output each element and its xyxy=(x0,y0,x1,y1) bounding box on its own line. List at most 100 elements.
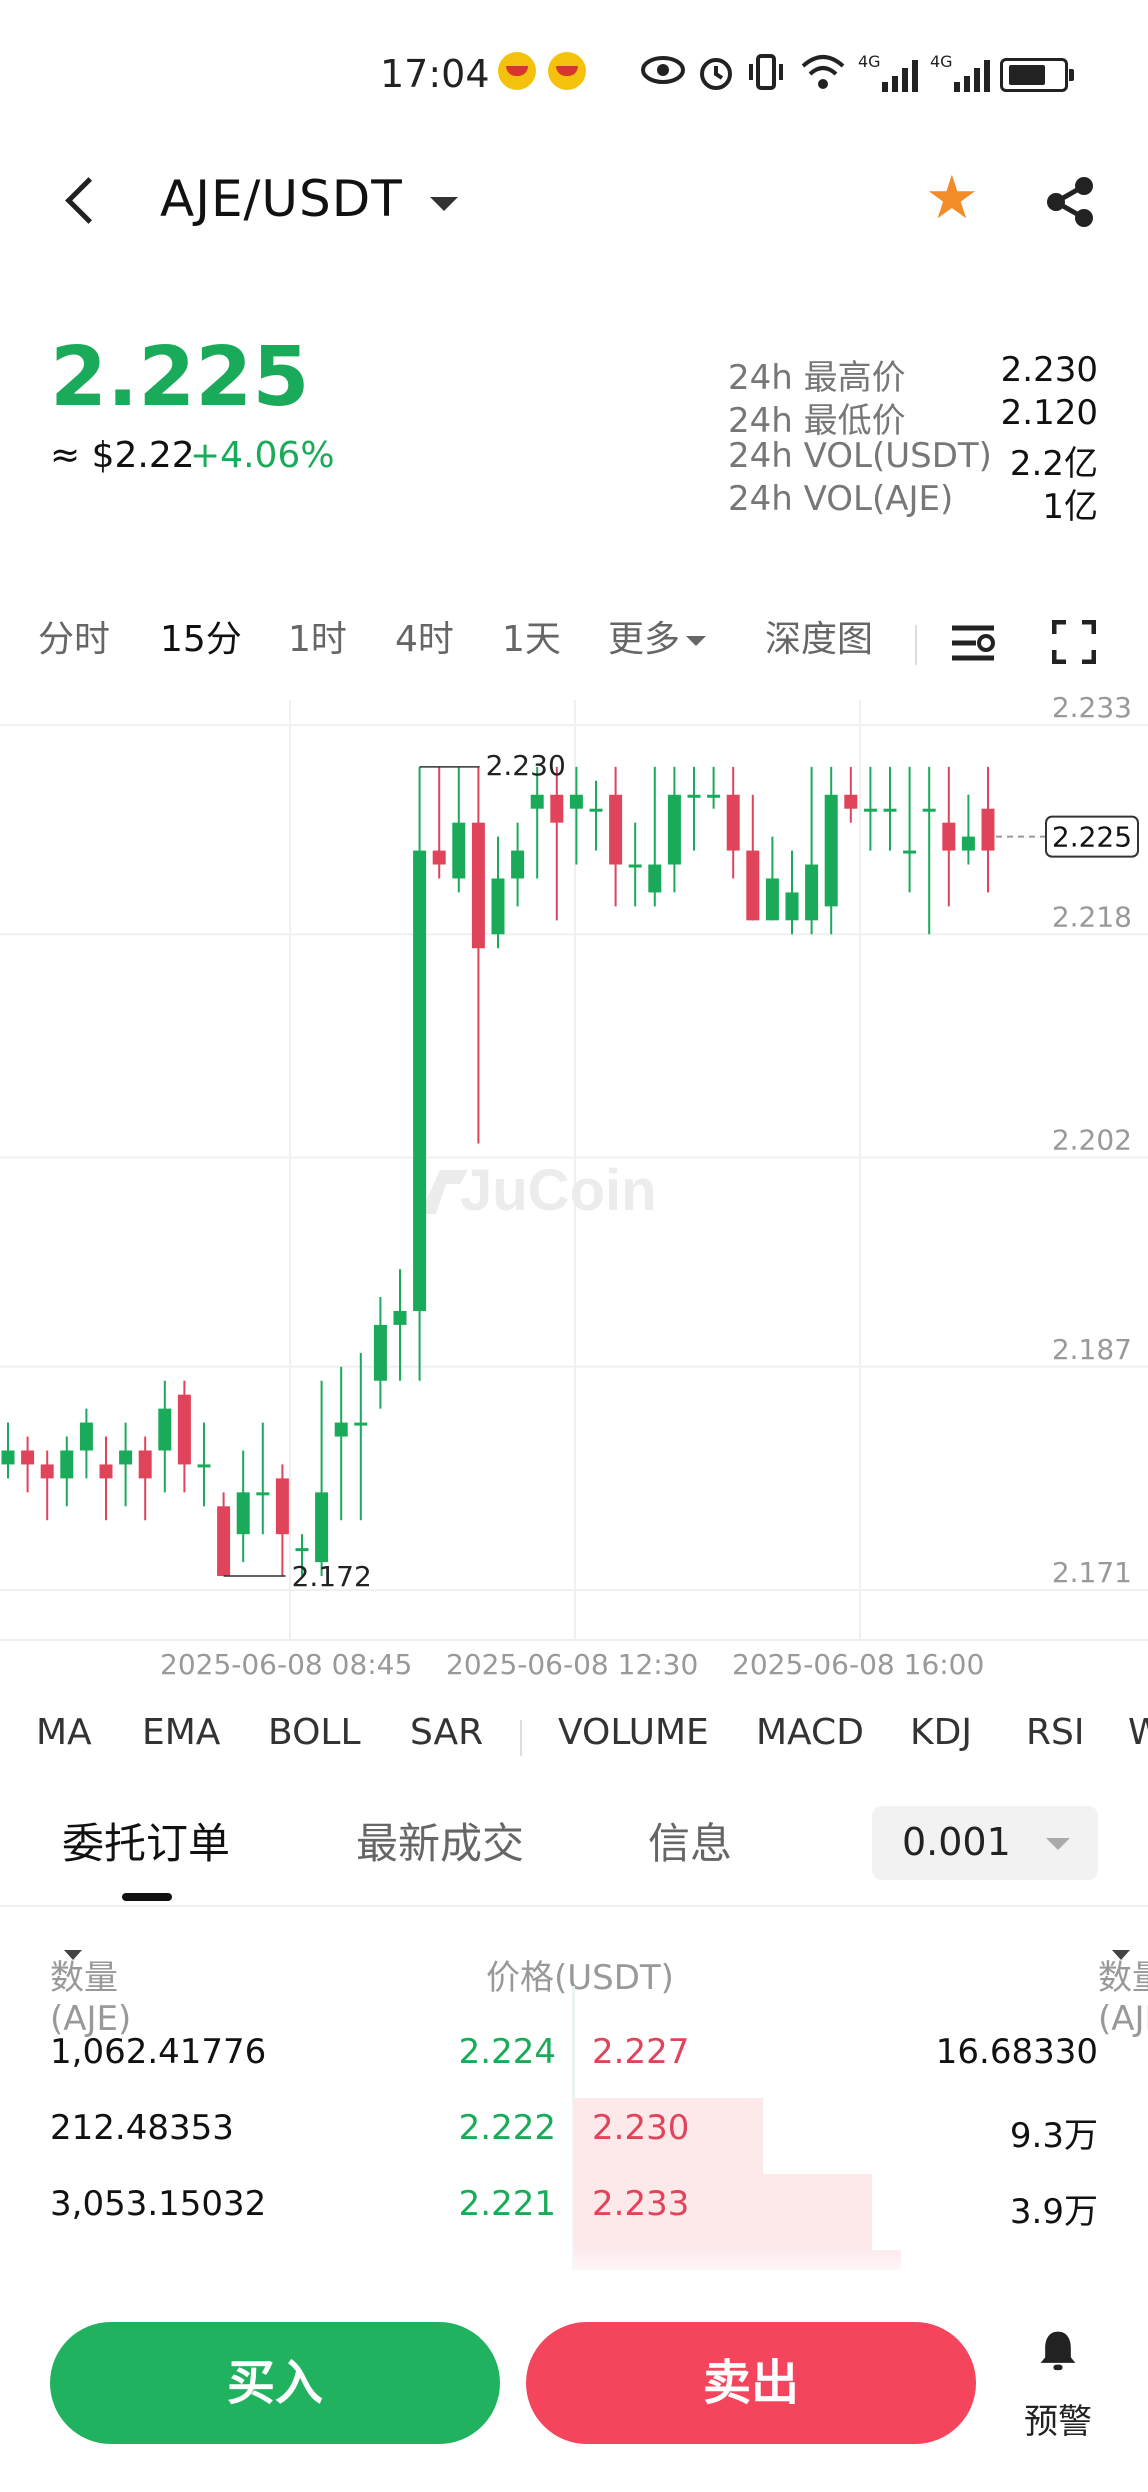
candle-body xyxy=(315,1492,329,1563)
weibo-icon xyxy=(548,52,586,90)
candle-body xyxy=(961,836,975,851)
tab-1h[interactable]: 1时 xyxy=(288,619,347,660)
orderbook-midline xyxy=(572,1986,575,2276)
price-header: 价格(USDT) xyxy=(486,1958,674,1998)
precision-value: 0.001 xyxy=(902,1820,1011,1864)
divider xyxy=(0,1905,1148,1907)
ask-quantity: 16.68330 xyxy=(935,2032,1098,2072)
stat-value: 1亿 xyxy=(1042,487,1098,527)
candle-body xyxy=(863,808,877,812)
timeframe-tabs: 分时 15分 1时 4时 1天 更多 深度图 xyxy=(0,610,1148,680)
candle-body xyxy=(491,878,505,935)
indicator-macd[interactable]: MACD xyxy=(756,1712,864,1753)
signal-icon xyxy=(882,60,918,92)
current-price-label: 2.225 xyxy=(1052,821,1132,854)
stat-value: 2.120 xyxy=(1000,393,1098,433)
candle-body xyxy=(903,850,917,854)
back-button[interactable] xyxy=(58,168,108,228)
indicator-ma[interactable]: MA xyxy=(36,1712,92,1753)
x-tick-label: 2025-06-08 16:00 xyxy=(732,1648,985,1681)
tab-timeline[interactable]: 分时 xyxy=(38,619,111,660)
price-alert-button[interactable]: 预警 xyxy=(1018,2328,1098,2448)
candle-body xyxy=(79,1422,93,1451)
candle-body xyxy=(236,1492,250,1535)
bid-quantity: 3,053.15032 xyxy=(50,2184,267,2224)
ask-price: 2.233 xyxy=(592,2184,690,2224)
sell-button[interactable]: 卖出 xyxy=(526,2322,976,2444)
candle-body xyxy=(275,1478,289,1535)
ask-quantity: 3.9万 xyxy=(1009,2192,1098,2232)
tab-1d[interactable]: 1天 xyxy=(502,619,561,660)
candle-body xyxy=(432,850,446,865)
tab-more[interactable]: 更多 xyxy=(608,610,707,662)
chevron-down-icon xyxy=(686,636,707,646)
stat-row: 24h VOL(AJE) 1亿 xyxy=(728,479,1098,527)
tab-15m[interactable]: 15分 xyxy=(160,619,242,660)
low-marker-label: 2.172 xyxy=(292,1560,372,1593)
candle-body xyxy=(942,822,956,851)
candle-body xyxy=(609,794,623,865)
orderbook-row[interactable]: 1,062.41776 2.224 2.227 16.68330 xyxy=(0,2022,1148,2098)
ask-depth-bar xyxy=(574,2174,872,2250)
share-icon[interactable] xyxy=(1040,172,1100,232)
battery-icon xyxy=(1000,58,1074,92)
indicator-boll[interactable]: BOLL xyxy=(268,1712,361,1753)
orderbook-row[interactable]: 3,053.15032 2.221 2.233 3.9万 xyxy=(0,2174,1148,2250)
candle-body xyxy=(373,1324,387,1381)
candle-body xyxy=(844,794,858,809)
indicator-sar[interactable]: SAR xyxy=(410,1712,484,1753)
tab-4h[interactable]: 4时 xyxy=(395,619,454,660)
stat-label: 24h VOL(AJE) xyxy=(728,479,954,519)
candle-body xyxy=(256,1492,270,1496)
status-bar: 17:04 4G 4G xyxy=(0,0,1148,140)
precision-select[interactable]: 0.001 xyxy=(872,1806,1098,1880)
chart-settings-icon[interactable] xyxy=(950,620,1000,666)
pair-dropdown-icon[interactable] xyxy=(430,197,458,211)
candle-body xyxy=(119,1450,133,1465)
candle-body xyxy=(334,1422,348,1437)
tab-more-label: 更多 xyxy=(608,619,681,660)
stat-row: 24h VOL(USDT) 2.2亿 xyxy=(728,436,1098,484)
current-price-box xyxy=(1045,815,1139,858)
stat-row: 24h 最低价 2.120 xyxy=(728,393,1098,441)
fullscreen-icon[interactable] xyxy=(1052,620,1096,664)
candle-body xyxy=(687,794,701,798)
orderbook-row[interactable]: 212.48353 2.222 2.230 9.3万 xyxy=(0,2098,1148,2174)
buy-button[interactable]: 买入 xyxy=(50,2322,500,2444)
tab-depth[interactable]: 深度图 xyxy=(765,619,874,660)
caret-down-icon xyxy=(1112,1950,1130,1960)
tab-info[interactable]: 信息 xyxy=(648,1819,733,1868)
indicator-more[interactable]: W xyxy=(1128,1712,1148,1753)
kline-chart[interactable]: JuCoin 2.230 2.172 2.225 2.233 2.218 2.202 2.18… xyxy=(0,690,1148,1670)
candle-body xyxy=(354,1422,368,1426)
stat-row: 24h 最高价 2.230 xyxy=(728,350,1098,398)
indicator-volume[interactable]: VOLUME xyxy=(558,1712,709,1753)
favorite-star-icon[interactable]: ★ xyxy=(925,163,979,233)
y-tick-label: 2.233 xyxy=(1052,691,1132,724)
candle-body xyxy=(550,794,564,823)
bid-price: 2.222 xyxy=(458,2108,556,2148)
indicator-ema[interactable]: EMA xyxy=(142,1712,221,1753)
indicator-kdj[interactable]: KDJ xyxy=(910,1712,972,1753)
candle-body xyxy=(824,794,838,907)
stat-label: 24h 最高价 xyxy=(728,358,906,398)
x-tick-label: 2025-06-08 08:45 xyxy=(160,1648,413,1681)
stat-label: 24h VOL(USDT) xyxy=(728,436,992,476)
alert-label: 预警 xyxy=(1024,2402,1092,2442)
candle-body xyxy=(883,808,897,812)
candle-body xyxy=(805,864,819,921)
candle-body xyxy=(99,1464,113,1479)
pair-title[interactable]: AJE/USDT xyxy=(160,170,403,228)
candle-body xyxy=(589,808,603,812)
candle-body xyxy=(569,794,583,809)
tab-orders[interactable]: 委托订单 xyxy=(62,1819,231,1868)
bid-price: 2.221 xyxy=(458,2184,556,2224)
stat-value: 2.230 xyxy=(1000,350,1098,390)
tab-latest-trades[interactable]: 最新成交 xyxy=(356,1819,525,1868)
ask-price: 2.227 xyxy=(592,2032,690,2072)
indicator-rsi[interactable]: RSI xyxy=(1026,1712,1085,1753)
candle-body xyxy=(158,1408,172,1451)
candle-body xyxy=(981,808,995,851)
y-tick-label: 2.218 xyxy=(1052,900,1132,933)
y-tick-label: 2.187 xyxy=(1052,1333,1132,1366)
